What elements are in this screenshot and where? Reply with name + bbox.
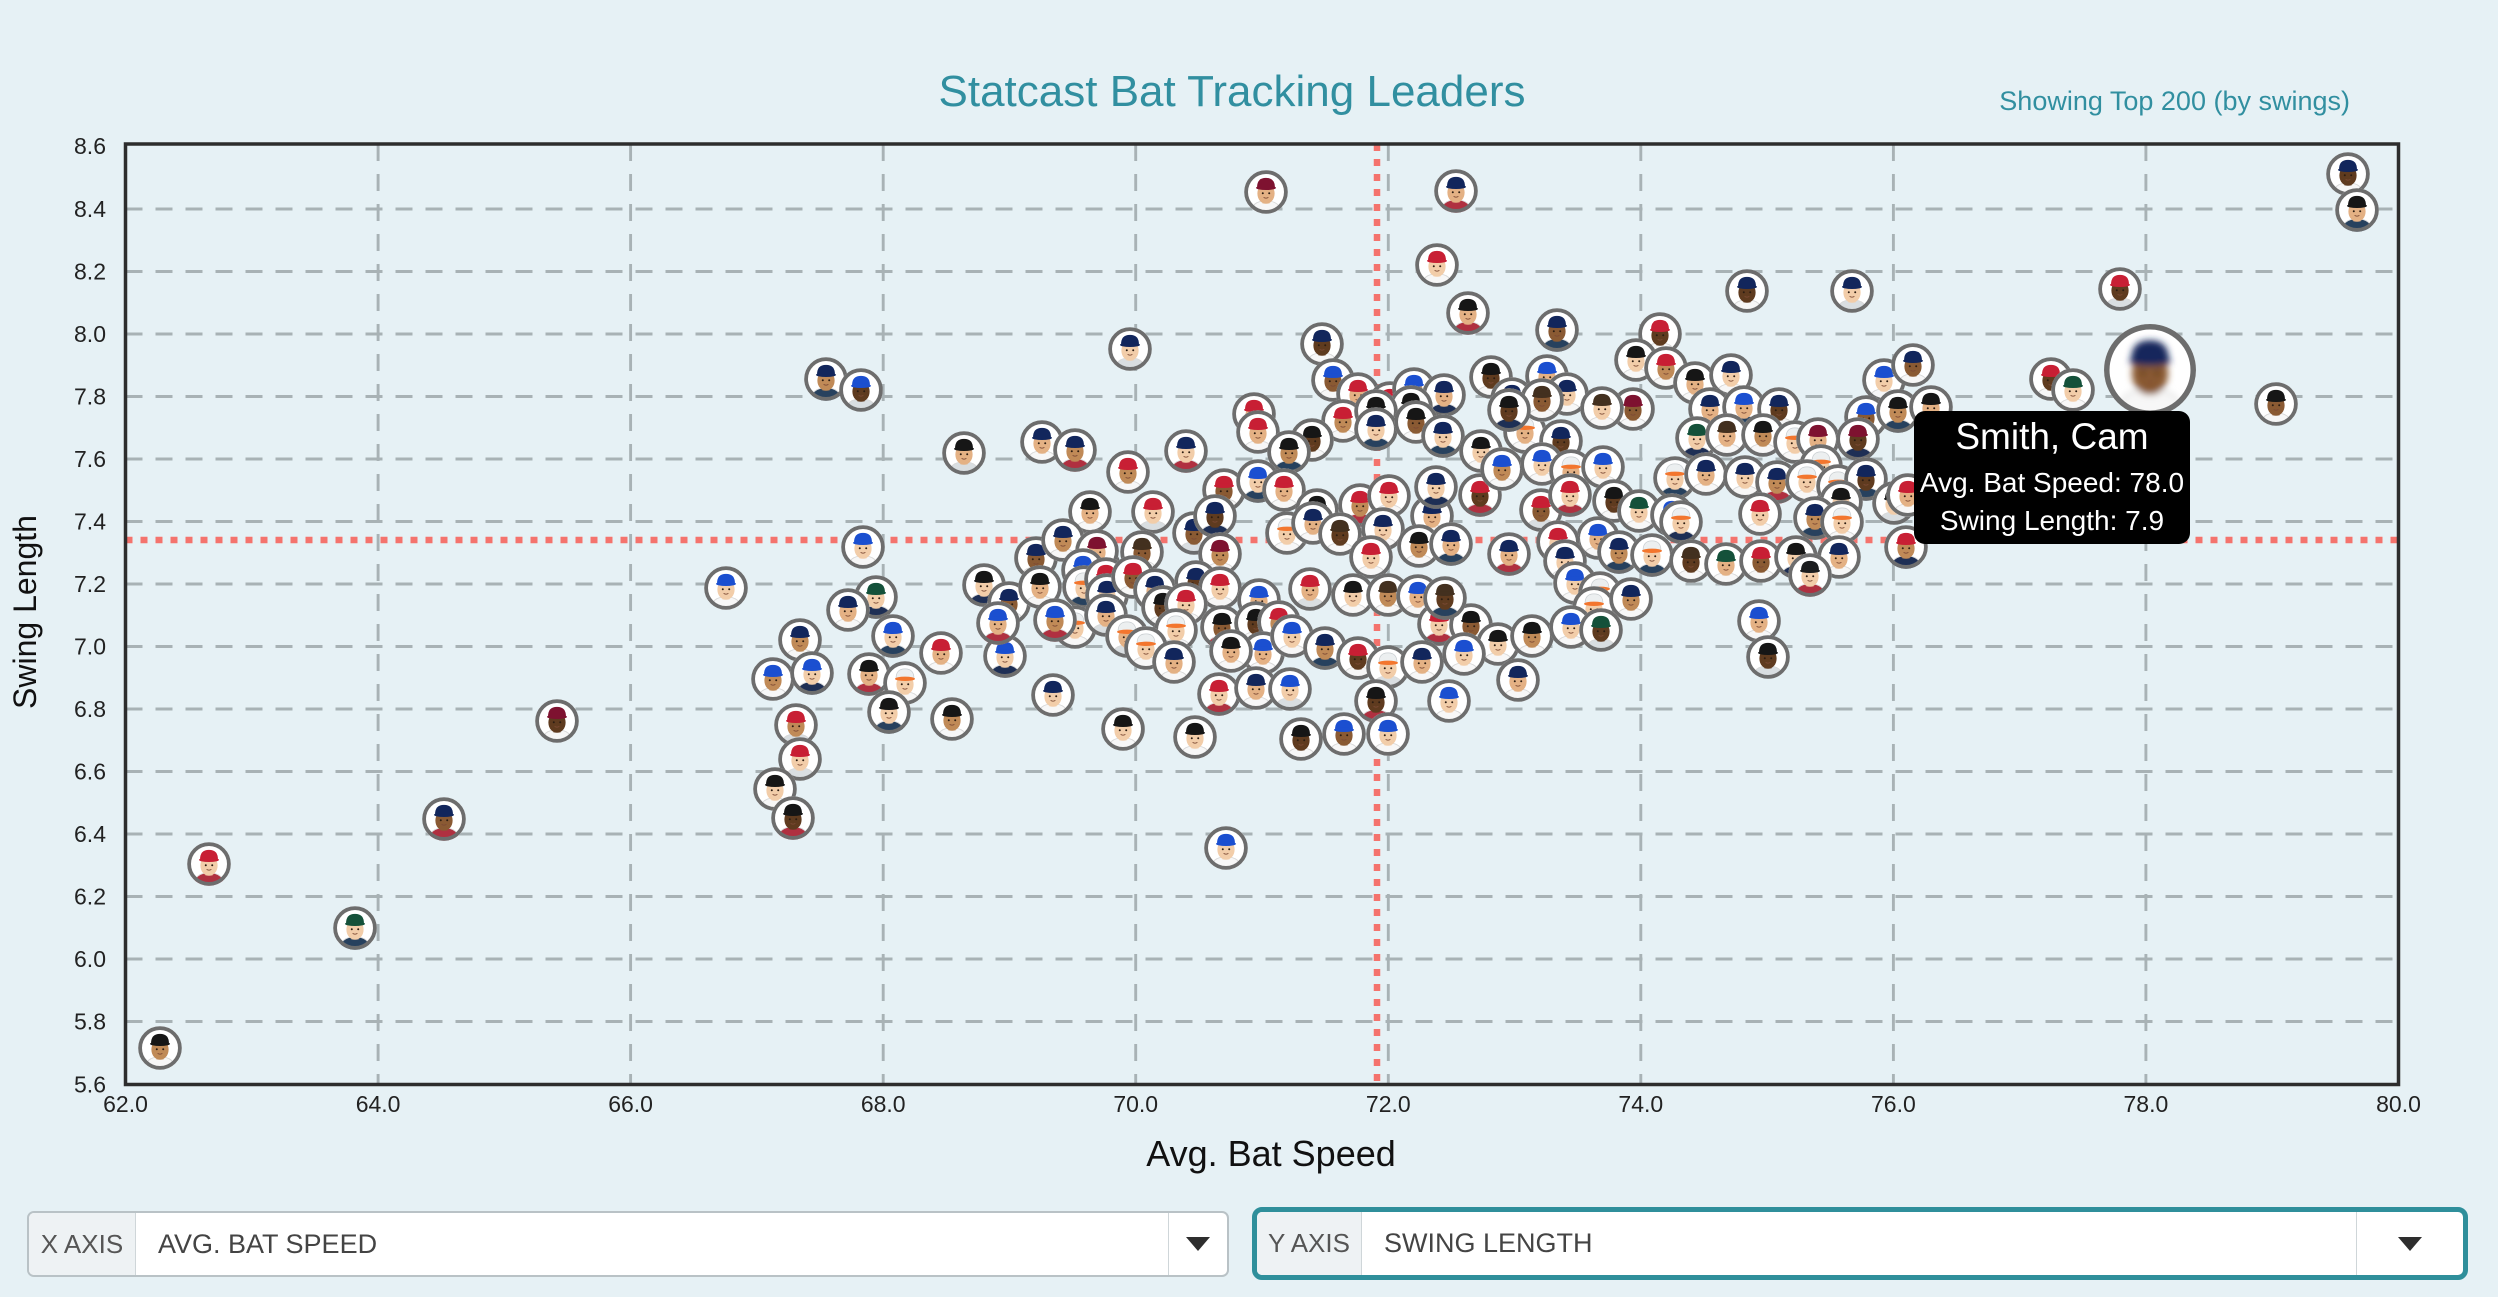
- svg-text:76.0: 76.0: [1871, 1091, 1916, 1117]
- svg-text:80.0: 80.0: [2376, 1091, 2421, 1117]
- svg-text:Statcast Bat Tracking Leaders: Statcast Bat Tracking Leaders: [939, 67, 1526, 116]
- svg-text:8.2: 8.2: [74, 259, 106, 285]
- svg-text:68.0: 68.0: [861, 1091, 906, 1117]
- svg-text:7.8: 7.8: [74, 384, 106, 410]
- svg-text:8.4: 8.4: [74, 196, 106, 222]
- svg-text:7.4: 7.4: [74, 509, 106, 535]
- svg-text:78.0: 78.0: [2124, 1091, 2169, 1117]
- svg-text:6.8: 6.8: [74, 696, 106, 722]
- svg-text:Avg. Bat Speed: Avg. Bat Speed: [1146, 1133, 1396, 1174]
- svg-text:6.6: 6.6: [74, 759, 106, 785]
- svg-text:6.2: 6.2: [74, 884, 106, 910]
- svg-text:5.8: 5.8: [74, 1009, 106, 1035]
- svg-text:5.6: 5.6: [74, 1072, 106, 1098]
- svg-text:8.0: 8.0: [74, 321, 106, 347]
- svg-text:66.0: 66.0: [608, 1091, 653, 1117]
- svg-text:Swing Length: 7.9: Swing Length: 7.9: [1940, 505, 2164, 536]
- svg-text:74.0: 74.0: [1618, 1091, 1663, 1117]
- svg-text:7.6: 7.6: [74, 446, 106, 472]
- svg-text:7.0: 7.0: [74, 634, 106, 660]
- svg-text:7.2: 7.2: [74, 571, 106, 597]
- svg-text:8.6: 8.6: [74, 133, 106, 159]
- svg-text:6.4: 6.4: [74, 821, 106, 847]
- svg-text:Avg. Bat Speed: 78.0: Avg. Bat Speed: 78.0: [1920, 467, 2184, 498]
- svg-text:64.0: 64.0: [356, 1091, 401, 1117]
- svg-text:70.0: 70.0: [1113, 1091, 1158, 1117]
- svg-text:Swing Length: Swing Length: [7, 515, 43, 709]
- svg-text:Showing Top 200 (by swings): Showing Top 200 (by swings): [1999, 86, 2350, 116]
- svg-text:Smith, Cam: Smith, Cam: [1955, 416, 2148, 457]
- svg-text:6.0: 6.0: [74, 946, 106, 972]
- svg-text:72.0: 72.0: [1366, 1091, 1411, 1117]
- svg-text:62.0: 62.0: [103, 1091, 148, 1117]
